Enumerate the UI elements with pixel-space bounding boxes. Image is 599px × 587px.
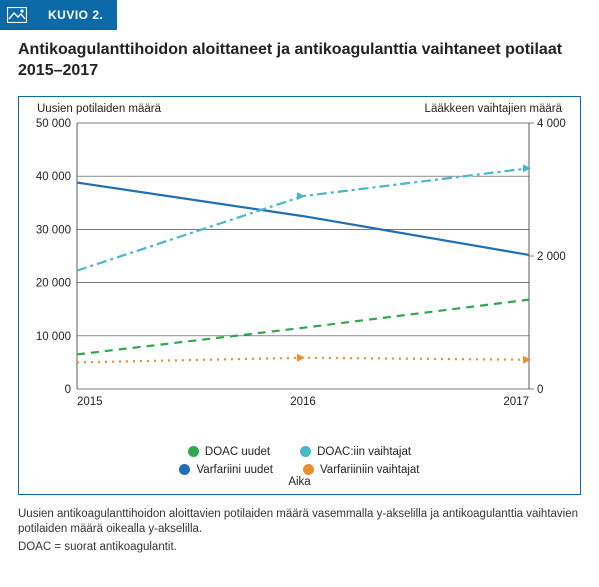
legend-item: DOAC uudet bbox=[188, 446, 270, 458]
figure-header: KUVIO 2. bbox=[0, 0, 599, 30]
footnote: Uusien antikoagulanttihoidon aloittavien… bbox=[18, 507, 581, 556]
svg-text:0: 0 bbox=[65, 384, 71, 396]
svg-text:30 000: 30 000 bbox=[36, 224, 71, 236]
legend-item: Varfariiniin vaihtajat bbox=[303, 464, 420, 476]
y-right-title: Lääkkeen vaihtajien määrä bbox=[425, 103, 562, 115]
legend-label: DOAC uudet bbox=[205, 446, 270, 458]
figure-wrapper: KUVIO 2. Antikoagulanttihoidon aloittane… bbox=[0, 0, 599, 571]
legend-item: Varfariini uudet bbox=[179, 464, 273, 476]
footnote-line2: DOAC = suorat antikoagulantit. bbox=[18, 540, 581, 556]
chart-svg: 0 10 000 20 000 30 000 40 000 50 000 0 2 000 4 0… bbox=[19, 97, 579, 437]
y-left-title: Uusien potilaiden määrä bbox=[37, 103, 161, 115]
legend-marker bbox=[188, 446, 199, 457]
legend-label: DOAC:iin vaihtajat bbox=[317, 446, 411, 458]
svg-text:2017: 2017 bbox=[503, 396, 529, 408]
chart-frame: Uusien potilaiden määrä Lääkkeen vaihtaj… bbox=[18, 96, 581, 495]
svg-text:4 000: 4 000 bbox=[537, 118, 566, 130]
svg-text:2015: 2015 bbox=[77, 396, 103, 408]
legend-marker bbox=[179, 464, 190, 475]
figure-label: KUVIO 2. bbox=[34, 0, 117, 30]
svg-text:2016: 2016 bbox=[290, 396, 316, 408]
legend-row: DOAC uudet DOAC:iin vaihtajat bbox=[19, 442, 580, 460]
svg-text:20 000: 20 000 bbox=[36, 277, 71, 289]
footnote-line1: Uusien antikoagulanttihoidon aloittavien… bbox=[18, 507, 581, 538]
svg-text:50 000: 50 000 bbox=[36, 118, 71, 130]
svg-text:40 000: 40 000 bbox=[36, 171, 71, 183]
svg-text:2 000: 2 000 bbox=[537, 251, 566, 263]
legend-item: DOAC:iin vaihtajat bbox=[300, 446, 411, 458]
svg-text:10 000: 10 000 bbox=[36, 330, 71, 342]
chart-title: Antikoagulanttihoidon aloittaneet ja ant… bbox=[18, 40, 581, 82]
legend-label: Varfariini uudet bbox=[196, 464, 273, 476]
legend-label: Varfariiniin vaihtajat bbox=[320, 464, 420, 476]
legend: DOAC uudet DOAC:iin vaihtajat Varfariini u… bbox=[19, 442, 580, 478]
image-icon bbox=[0, 0, 34, 30]
svg-text:0: 0 bbox=[537, 384, 543, 396]
legend-marker bbox=[300, 446, 311, 457]
chart-area: Uusien potilaiden määrä Lääkkeen vaihtaj… bbox=[19, 97, 580, 442]
legend-marker bbox=[303, 464, 314, 475]
x-axis-title: Aika bbox=[19, 476, 580, 494]
